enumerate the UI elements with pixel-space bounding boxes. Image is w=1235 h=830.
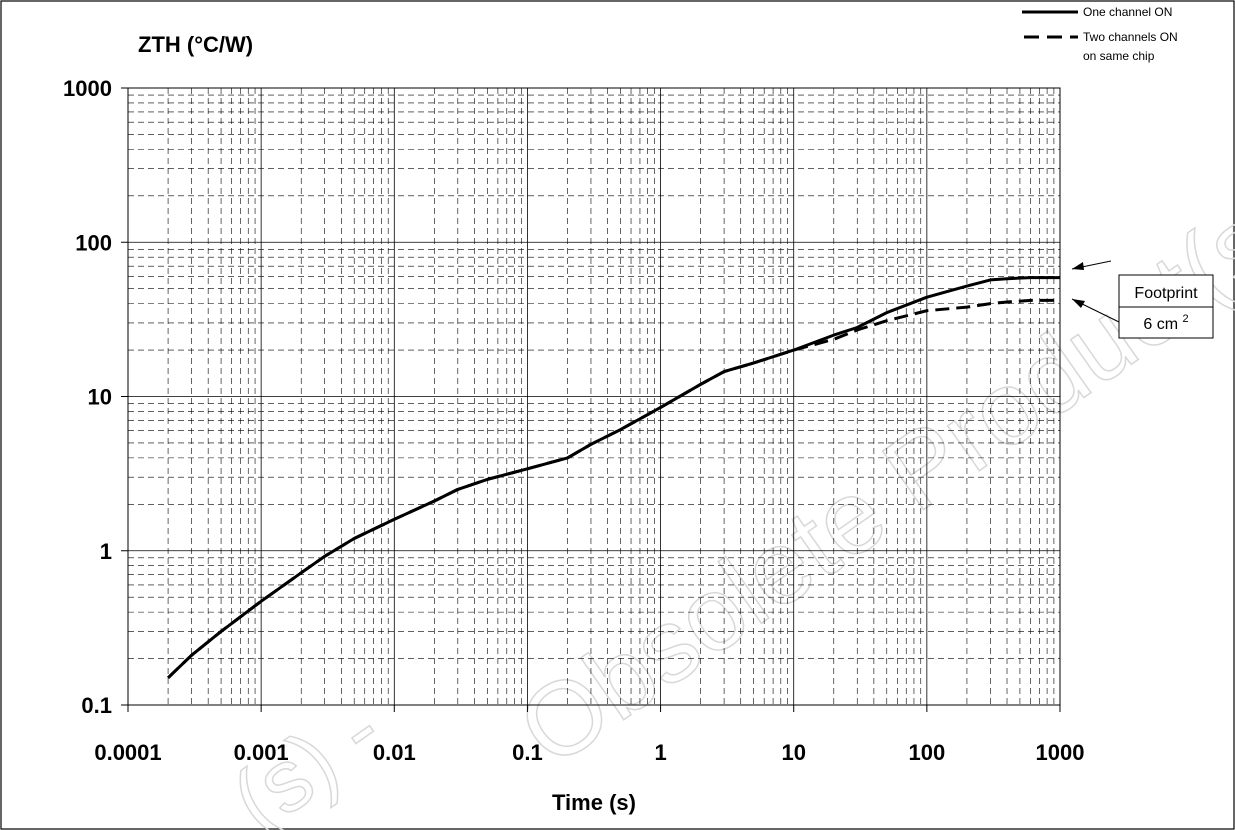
x-tick-label: 1000: [1036, 740, 1085, 765]
y-axis-title: ZTH (°C/W): [138, 32, 253, 57]
tick-labels: 0.0001 0.001 0.01 0.1 1 10 100 1000 0.1 1 10 100 100…: [63, 76, 1084, 765]
x-tick-label: 0.01: [373, 740, 416, 765]
annotation-area-superscript: 2: [1183, 313, 1189, 325]
y-tick-label: 1: [100, 539, 112, 564]
annotation-area-value: 6 cm: [1143, 316, 1178, 333]
grid: [128, 88, 1060, 705]
y-tick-label: 0.1: [81, 693, 112, 718]
x-tick-label: 0.0001: [94, 740, 161, 765]
x-tick-label: 10: [781, 740, 805, 765]
x-tick-label: 1: [654, 740, 666, 765]
x-tick-label: 100: [908, 740, 945, 765]
series-layer: [167, 276, 1060, 679]
legend-label-one-channel: One channel ON: [1083, 5, 1172, 19]
legend: One channel ON Two channels ON on same c…: [1022, 5, 1181, 63]
legend-label-two-channels-line1: Two channels ON: [1083, 30, 1178, 44]
footprint-annotation: Footprint 6 cm 2: [1071, 260, 1214, 339]
y-tick-label: 100: [75, 230, 112, 255]
legend-label-two-channels: Two channels ON on same chip: [1083, 30, 1181, 63]
annotation-arrowhead-lower: [1072, 299, 1085, 308]
x-tick-label: 0.1: [512, 740, 543, 765]
y-tick-label: 1000: [63, 76, 112, 101]
series-line-one-channel: [167, 276, 1060, 679]
x-tick-label: 0.001: [234, 740, 289, 765]
y-tick-label: 10: [88, 385, 112, 410]
annotation-label-area: 6 cm 2: [1143, 313, 1188, 333]
x-axis-title: Time (s): [552, 790, 636, 815]
annotation-arrowhead-upper: [1072, 262, 1084, 270]
annotation-label-footprint: Footprint: [1134, 285, 1198, 302]
series-line-two-channels: [167, 298, 1060, 679]
legend-label-two-channels-line2: on same chip: [1083, 49, 1155, 63]
